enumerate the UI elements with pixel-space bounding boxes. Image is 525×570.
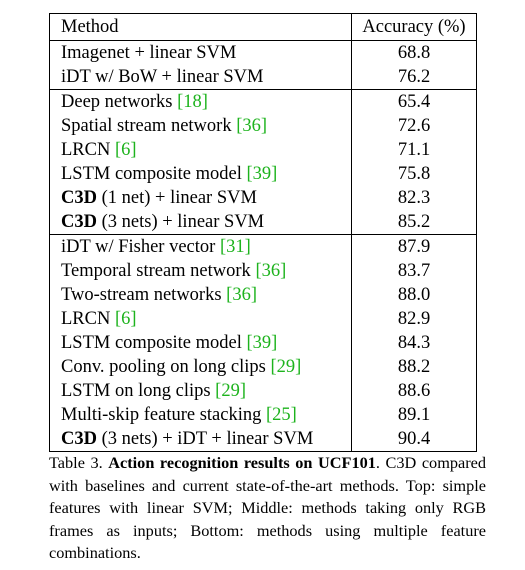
table-header-row: Method Accuracy (%) xyxy=(49,13,477,41)
accuracy-cell: 89.1 xyxy=(351,403,477,427)
method-cell: Conv. pooling on long clips [29] xyxy=(49,355,352,379)
results-table: Method Accuracy (%) Imagenet + linear SV… xyxy=(49,13,477,452)
accuracy-cell: 68.8 xyxy=(351,40,477,65)
citation-link[interactable]: [6] xyxy=(114,309,137,329)
accuracy-cell: 85.2 xyxy=(351,210,477,235)
method-cell: LSTM composite model [39] xyxy=(49,162,352,186)
accuracy-cell: 87.9 xyxy=(351,234,477,259)
citation-link[interactable]: [36] xyxy=(255,261,287,281)
method-name: LSTM composite model xyxy=(61,333,247,353)
method-name: LRCN xyxy=(61,140,115,160)
caption-title: Action recognition results on UCF101 xyxy=(108,453,376,472)
method-cell: iDT w/ BoW + linear SVM xyxy=(49,65,352,90)
citation-link[interactable]: [29] xyxy=(215,381,246,401)
citation-link[interactable]: [31] xyxy=(219,237,251,257)
method-name: Deep networks xyxy=(61,92,178,112)
method-bold-prefix: C3D xyxy=(61,429,102,449)
method-cell: C3D (1 net) + linear SVM xyxy=(49,186,352,210)
table-group: Imagenet + linear SVM 68.8 iDT w/ BoW + li… xyxy=(49,40,477,90)
caption-body: . C3D compared with baselines and curren… xyxy=(49,453,487,563)
citation-link[interactable]: [39] xyxy=(246,164,278,184)
method-name: LSTM composite model xyxy=(61,164,247,184)
method-cell: C3D (3 nets) + linear SVM xyxy=(49,210,352,235)
accuracy-cell: 82.9 xyxy=(351,307,477,331)
accuracy-cell: 65.4 xyxy=(351,89,477,114)
table-row: Two-stream networks [36] 88.0 xyxy=(49,283,477,307)
method-name: LRCN xyxy=(61,309,115,329)
method-cell: Imagenet + linear SVM xyxy=(49,40,352,65)
table-row: Temporal stream network [36] 83.7 xyxy=(49,259,477,283)
method-cell: Multi-skip feature stacking [25] xyxy=(49,403,352,427)
table-row: LSTM composite model [39] 75.8 xyxy=(49,162,477,186)
accuracy-cell: 83.7 xyxy=(351,259,477,283)
citation-link[interactable]: [25] xyxy=(266,405,297,425)
table-row: iDT w/ BoW + linear SVM 76.2 xyxy=(49,65,477,90)
table-row: LRCN [6] 71.1 xyxy=(49,138,477,162)
method-name: iDT w/ BoW + linear SVM xyxy=(61,67,264,87)
method-cell: Spatial stream network [36] xyxy=(49,114,352,138)
citation-link[interactable]: [6] xyxy=(114,140,137,160)
method-name: (3 nets) + linear SVM xyxy=(101,212,265,232)
table-row: C3D (3 nets) + linear SVM 85.2 xyxy=(49,210,477,235)
citation-link[interactable]: [29] xyxy=(270,357,302,377)
table-row: LSTM composite model [39] 84.3 xyxy=(49,331,477,355)
citation-link[interactable]: [18] xyxy=(177,92,208,112)
method-column-header: Method xyxy=(49,13,352,41)
method-cell: Two-stream networks [36] xyxy=(49,283,352,307)
method-cell: Deep networks [18] xyxy=(49,89,352,114)
method-name: Imagenet + linear SVM xyxy=(61,43,237,63)
method-cell: LRCN [6] xyxy=(49,307,352,331)
method-name: Spatial stream network xyxy=(61,116,237,136)
table-row: LRCN [6] 82.9 xyxy=(49,307,477,331)
table-row: Conv. pooling on long clips [29] 88.2 xyxy=(49,355,477,379)
method-name: Conv. pooling on long clips xyxy=(61,357,271,377)
caption-label: Table 3. xyxy=(49,453,109,472)
table-row: LSTM on long clips [29] 88.6 xyxy=(49,379,477,403)
accuracy-cell: 88.6 xyxy=(351,379,477,403)
method-name: LSTM on long clips xyxy=(61,381,216,401)
method-bold-prefix: C3D xyxy=(61,188,102,208)
method-cell: LSTM composite model [39] xyxy=(49,331,352,355)
table-row: C3D (1 net) + linear SVM 82.3 xyxy=(49,186,477,210)
table-row: Spatial stream network [36] 72.6 xyxy=(49,114,477,138)
method-name: Temporal stream network xyxy=(61,261,256,281)
accuracy-cell: 82.3 xyxy=(351,186,477,210)
table-row: C3D (3 nets) + iDT + linear SVM 90.4 xyxy=(49,427,477,452)
table-row: Imagenet + linear SVM 68.8 xyxy=(49,40,477,65)
method-name: iDT w/ Fisher vector xyxy=(61,237,220,257)
method-name: (1 net) + linear SVM xyxy=(101,188,257,208)
table-caption: Table 3. Action recognition results on U… xyxy=(49,452,486,565)
method-cell: Temporal stream network [36] xyxy=(49,259,352,283)
method-name: Two-stream networks xyxy=(61,285,227,305)
accuracy-cell: 76.2 xyxy=(351,65,477,90)
table-row: Deep networks [18] 65.4 xyxy=(49,89,477,114)
citation-link[interactable]: [39] xyxy=(246,333,278,353)
accuracy-cell: 71.1 xyxy=(351,138,477,162)
table-group: iDT w/ Fisher vector [31] 87.9 Temporal st… xyxy=(49,234,477,452)
accuracy-cell: 88.0 xyxy=(351,283,477,307)
table-group: Deep networks [18] 65.4 Spatial stream net… xyxy=(49,89,477,235)
method-name: (3 nets) + iDT + linear SVM xyxy=(101,429,314,449)
accuracy-cell: 75.8 xyxy=(351,162,477,186)
accuracy-cell: 84.3 xyxy=(351,331,477,355)
citation-link[interactable]: [36] xyxy=(226,285,257,305)
accuracy-cell: 90.4 xyxy=(351,427,477,452)
method-cell: iDT w/ Fisher vector [31] xyxy=(49,234,352,259)
accuracy-cell: 72.6 xyxy=(351,114,477,138)
accuracy-column-header: Accuracy (%) xyxy=(351,13,477,41)
method-cell: C3D (3 nets) + iDT + linear SVM xyxy=(49,427,352,452)
table-row: iDT w/ Fisher vector [31] 87.9 xyxy=(49,234,477,259)
method-cell: LRCN [6] xyxy=(49,138,352,162)
table-row: Multi-skip feature stacking [25] 89.1 xyxy=(49,403,477,427)
accuracy-cell: 88.2 xyxy=(351,355,477,379)
citation-link[interactable]: [36] xyxy=(236,116,268,136)
method-bold-prefix: C3D xyxy=(61,212,102,232)
method-cell: LSTM on long clips [29] xyxy=(49,379,352,403)
method-name: Multi-skip feature stacking xyxy=(61,405,266,425)
